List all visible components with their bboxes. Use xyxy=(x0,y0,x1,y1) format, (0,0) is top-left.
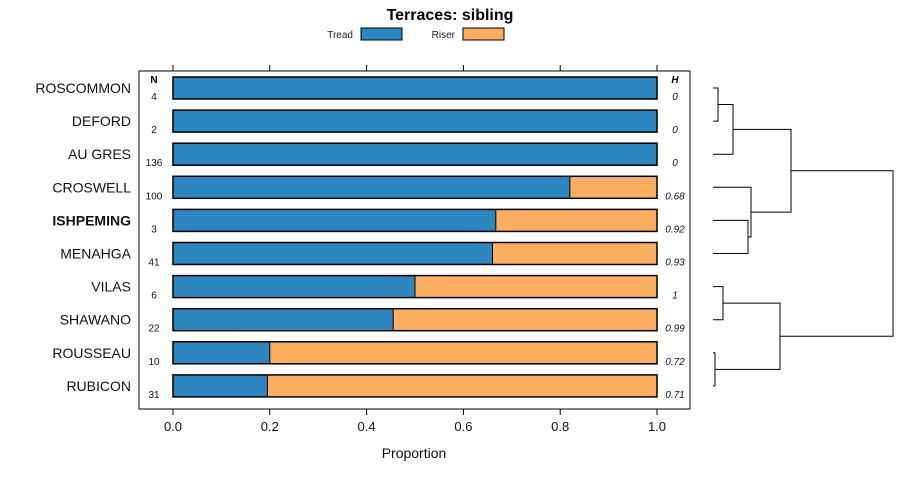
bar-outline xyxy=(172,307,658,332)
n-value: 3 xyxy=(151,224,157,235)
bar-tread-rousseau xyxy=(173,341,270,364)
dendrogram-link xyxy=(713,352,716,387)
x-tick-label: 0.2 xyxy=(261,419,279,434)
bar-outline xyxy=(172,374,658,398)
n-value: 4 xyxy=(151,92,157,103)
bar-tread-roscommon xyxy=(173,77,657,99)
h-value: 0.93 xyxy=(665,258,685,269)
row-label: MENAHGA xyxy=(60,246,131,262)
x-tick-label: 1.0 xyxy=(648,419,666,434)
row-label: VILAS xyxy=(91,279,131,295)
row-label: RUBICON xyxy=(66,378,131,394)
legend-swatch-riser xyxy=(462,27,505,41)
n-value: 31 xyxy=(148,390,160,401)
n-value: 2 xyxy=(151,125,157,136)
dendrogram-link xyxy=(713,186,752,238)
dendrogram-link xyxy=(713,286,724,321)
row-label: AU GRES xyxy=(68,146,131,162)
bar-tread-shawano xyxy=(173,308,394,331)
x-tick-label: 0.0 xyxy=(164,419,182,434)
x-tick-label: 0.8 xyxy=(551,419,569,434)
n-column-header: N xyxy=(150,75,157,86)
row-label: CROSWELL xyxy=(52,179,131,195)
x-tick-label: 0.6 xyxy=(454,419,472,434)
h-column-header: H xyxy=(671,75,679,86)
bar-outline xyxy=(172,208,658,233)
bar-tread-rubicon xyxy=(173,374,268,397)
dendrogram-link xyxy=(713,219,749,254)
row-label: ROUSSEAU xyxy=(52,345,131,361)
plot-panel xyxy=(138,70,691,410)
h-value: 0 xyxy=(672,92,678,103)
dendrogram xyxy=(713,87,894,387)
bar-outline xyxy=(172,241,658,266)
dendrogram-link xyxy=(713,104,734,155)
h-value: 0.99 xyxy=(665,324,685,335)
h-value: 0.68 xyxy=(665,191,685,202)
bar-riser-rousseau xyxy=(269,341,657,364)
bar-outline xyxy=(172,109,658,133)
h-value: 0.71 xyxy=(665,390,684,401)
h-value: 0 xyxy=(672,125,678,136)
bar-outline xyxy=(172,142,658,166)
bar-riser-croswell xyxy=(569,176,657,199)
legend-label-tread: Tread xyxy=(327,30,353,41)
n-value: 10 xyxy=(148,357,160,368)
n-value: 41 xyxy=(148,258,160,269)
h-value: 0.72 xyxy=(665,357,685,368)
dendrogram-link xyxy=(715,302,781,370)
legend-swatch-tread xyxy=(360,27,403,41)
n-value: 100 xyxy=(146,191,163,202)
x-axis: 0.0 0.2 0.4 0.6 0.8 1.0 xyxy=(164,65,666,434)
dendrogram-link xyxy=(733,128,792,213)
bar-outline xyxy=(172,175,658,200)
n-value: 22 xyxy=(148,324,160,335)
x-tick-label: 0.4 xyxy=(358,419,376,434)
dendrogram-link xyxy=(780,170,894,337)
bar-tread-ishpeming xyxy=(173,209,496,232)
h-value: 1 xyxy=(672,291,678,302)
bar-riser-menahga xyxy=(492,242,657,265)
chart-title: Terraces: sibling xyxy=(387,7,514,24)
legend: Tread Riser xyxy=(327,27,505,41)
bar-tread-au-gres xyxy=(173,143,657,166)
bar-tread-vilas xyxy=(173,275,415,298)
h-value: 0.92 xyxy=(665,224,685,235)
n-value: 136 xyxy=(146,158,163,169)
row-label: SHAWANO xyxy=(60,312,131,328)
row-label: DEFORD xyxy=(72,113,131,129)
bar-riser-vilas xyxy=(415,275,657,298)
legend-label-riser: Riser xyxy=(432,30,456,41)
n-value: 6 xyxy=(151,291,157,302)
row-label: ROSCOMMON xyxy=(35,80,131,96)
bars-layer xyxy=(172,76,658,398)
row-label: ISHPEMING xyxy=(52,212,131,228)
bar-riser-shawano xyxy=(393,308,657,331)
bar-tread-deford xyxy=(173,110,657,133)
bar-outline xyxy=(172,76,658,100)
dendrogram-link xyxy=(713,87,719,122)
bar-riser-rubicon xyxy=(267,374,657,397)
bar-tread-menahga xyxy=(173,242,493,265)
h-value: 0 xyxy=(672,158,678,169)
bar-tread-croswell xyxy=(173,176,570,199)
bar-outline xyxy=(172,341,658,365)
bar-riser-ishpeming xyxy=(495,209,657,232)
x-axis-label: Proportion xyxy=(382,445,447,461)
